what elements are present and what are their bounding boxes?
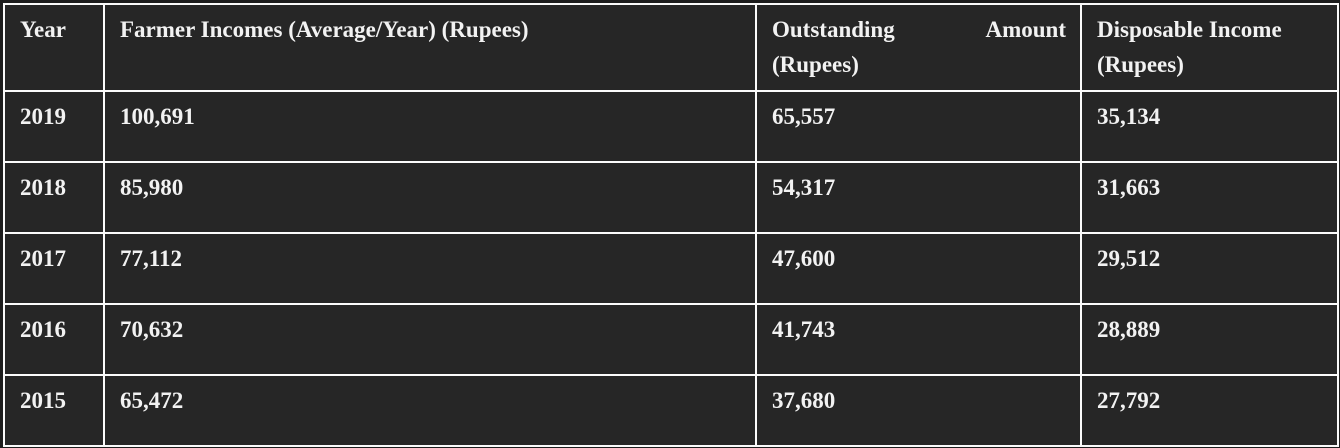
table-row: 2017 77,112 47,600 29,512	[3, 232, 1339, 305]
table-row: 2019 100,691 65,557 35,134	[3, 90, 1339, 163]
year-cell: 2019	[3, 90, 105, 163]
year-cell: 2015	[3, 374, 105, 447]
header-row: Year Farmer Incomes (Average/Year) (Rupe…	[3, 3, 1339, 92]
disposable-income-cell: 35,134	[1080, 90, 1339, 163]
header-cell-year: Year	[3, 3, 105, 92]
outstanding-amount-cell: 47,600	[755, 232, 1082, 305]
farmer-income-cell: 70,632	[103, 303, 757, 376]
table-row: 2018 85,980 54,317 31,663	[3, 161, 1339, 234]
header-cell-farmer-incomes: Farmer Incomes (Average/Year) (Rupees)	[103, 3, 757, 92]
farmer-income-cell: 77,112	[103, 232, 757, 305]
year-cell: 2018	[3, 161, 105, 234]
disposable-income-cell: 27,792	[1080, 374, 1339, 447]
table-row: 2015 65,472 37,680 27,792	[3, 374, 1339, 447]
farmer-income-cell: 100,691	[103, 90, 757, 163]
disposable-income-cell: 28,889	[1080, 303, 1339, 376]
header-cell-disposable-income: Disposable Income (Rupees)	[1080, 3, 1339, 92]
farmer-income-cell: 65,472	[103, 374, 757, 447]
outstanding-amount-cell: 65,557	[755, 90, 1082, 163]
header-cell-outstanding-amount: Outstanding Amount (Rupees)	[755, 3, 1082, 92]
disposable-income-cell: 29,512	[1080, 232, 1339, 305]
outstanding-amount-cell: 54,317	[755, 161, 1082, 234]
outstanding-amount-cell: 37,680	[755, 374, 1082, 447]
year-cell: 2017	[3, 232, 105, 305]
outstanding-amount-cell: 41,743	[755, 303, 1082, 376]
table-row: 2016 70,632 41,743 28,889	[3, 303, 1339, 376]
farmer-income-cell: 85,980	[103, 161, 757, 234]
disposable-income-cell: 31,663	[1080, 161, 1339, 234]
farmer-income-table: Year Farmer Incomes (Average/Year) (Rupe…	[3, 3, 1339, 447]
year-cell: 2016	[3, 303, 105, 376]
